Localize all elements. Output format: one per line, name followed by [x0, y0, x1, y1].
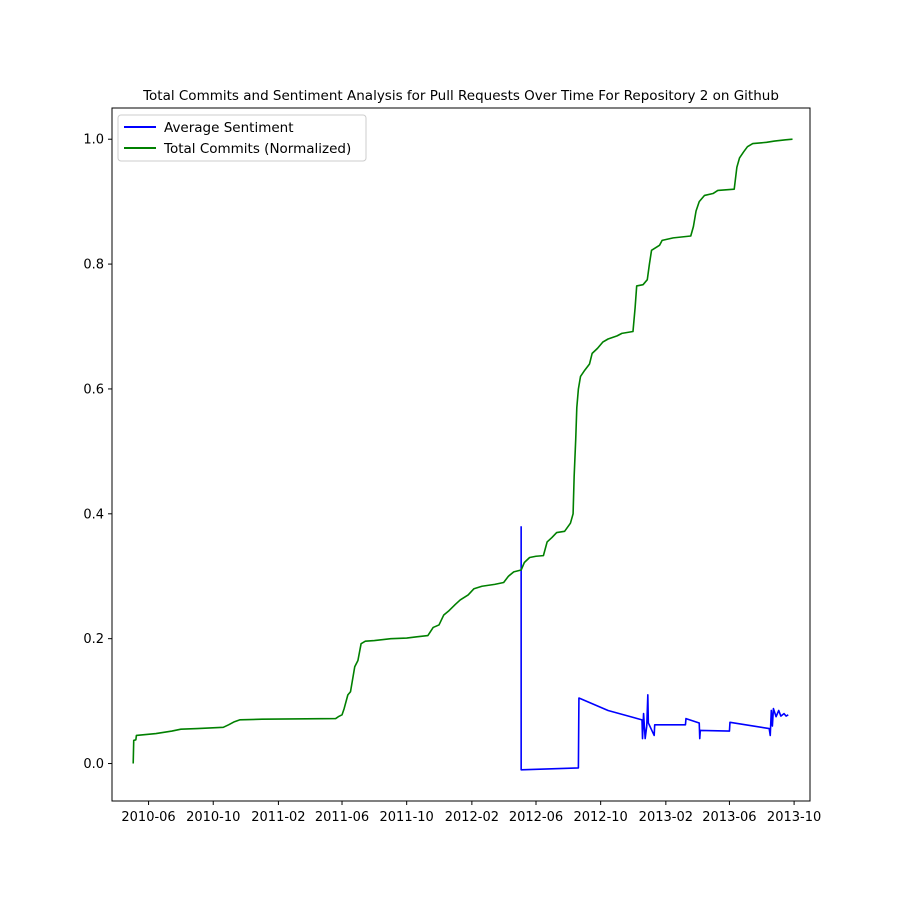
x-tick-label: 2013-06 — [702, 810, 756, 825]
legend: Average Sentiment Total Commits (Normali… — [117, 114, 367, 162]
x-tick-label: 2011-02 — [251, 810, 305, 825]
x-tick-label: 2013-10 — [767, 810, 821, 825]
y-tick-label: 0.2 — [83, 632, 104, 647]
x-tick-label: 2011-06 — [315, 810, 369, 825]
series-line-total-commits-normalized — [132, 138, 793, 764]
x-axis: 2010-06 2010-10 2011-02 2011-06 2011-10 2012-… — [121, 801, 821, 825]
x-tick-label: 2013-02 — [639, 810, 693, 825]
legend-box — [117, 114, 367, 162]
x-tick-label: 2010-10 — [186, 810, 240, 825]
x-tick-label: 2011-10 — [380, 810, 434, 825]
y-axis: 0.0 0.2 0.4 0.6 0.8 1.0 — [83, 133, 112, 772]
y-tick-label: 0.8 — [83, 258, 104, 273]
chart-title: Total Commits and Sentiment Analysis for… — [142, 88, 779, 104]
x-tick-label: 2012-10 — [573, 810, 627, 825]
series-line-average-sentiment — [520, 526, 789, 771]
y-tick-label: 1.0 — [83, 133, 104, 148]
x-tick-label: 2012-06 — [509, 810, 563, 825]
legend-label-average-sentiment: Average Sentiment — [164, 120, 294, 136]
x-tick-label: 2010-06 — [121, 810, 175, 825]
legend-label-total-commits: Total Commits (Normalized) — [163, 141, 351, 157]
plot-lines — [132, 138, 793, 771]
plot-frame — [111, 107, 811, 802]
y-tick-label: 0.0 — [83, 757, 104, 772]
y-tick-label: 0.6 — [83, 382, 104, 397]
x-tick-label: 2012-02 — [445, 810, 499, 825]
y-tick-label: 0.4 — [83, 507, 104, 522]
